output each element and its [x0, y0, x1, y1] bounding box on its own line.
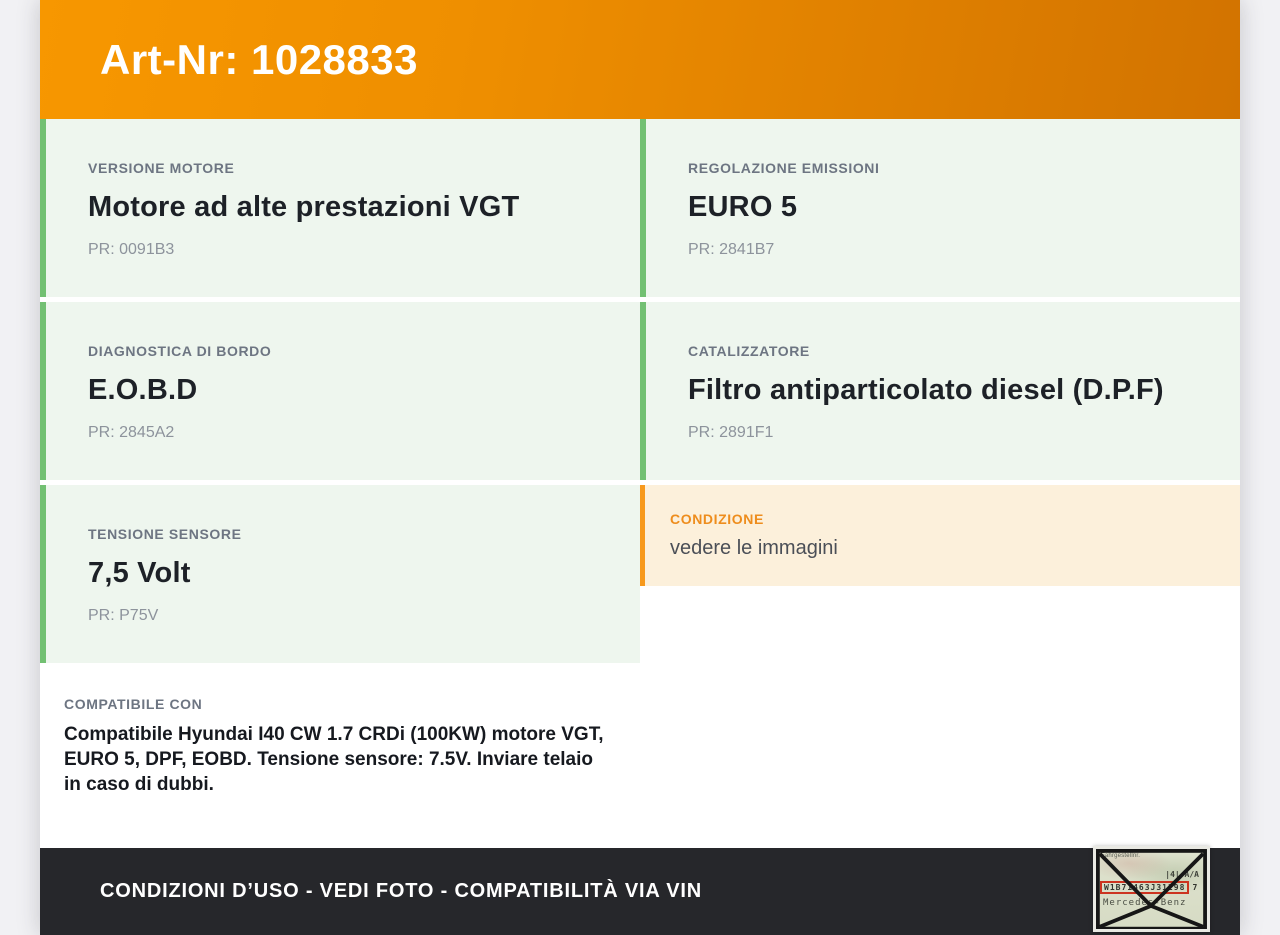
left-column: VERSIONE MOTORE Motore ad alte prestazion… [40, 119, 640, 848]
card-value: 7,5 Volt [88, 557, 191, 589]
document-brand: Mercedes-Benz [1103, 898, 1187, 908]
card-pr-code: PR: 2841B7 [688, 241, 775, 258]
footer-notice: CONDIZIONI D’USO - VEDI FOTO - COMPATIBI… [100, 880, 702, 902]
card-label: REGOLAZIONE EMISSIONI [688, 160, 880, 176]
card-tensione-sensore: TENSIONE SENSORE 7,5 Volt PR: P75V [40, 485, 640, 663]
vin-suffix: 7 [1192, 883, 1198, 892]
card-pr-code: PR: 2845A2 [88, 424, 175, 441]
card-label: VERSIONE MOTORE [88, 160, 235, 176]
registration-thumbnail: Fahrgestellnr. |4| A/A W1B71463J31298 7 … [1093, 846, 1210, 932]
card-value: Compatibile Hyundai I40 CW 1.7 CRDi (100… [64, 724, 604, 795]
card-catalizzatore: CATALIZZATORE Filtro antiparticolato dies… [640, 302, 1240, 480]
card-regolazione-emissioni: REGOLAZIONE EMISSIONI EURO 5 PR: 2841B7 [640, 119, 1240, 297]
card-label: TENSIONE SENSORE [88, 526, 242, 542]
card-condizione: CONDIZIONE vedere le immagini [640, 485, 1240, 586]
spec-columns: VERSIONE MOTORE Motore ad alte prestazion… [40, 119, 1240, 848]
card-value: vedere le immagini [670, 537, 838, 559]
card-pr-code: PR: 2891F1 [688, 424, 774, 441]
document-label: Fahrgestellnr. [1101, 853, 1141, 859]
card-label: COMPATIBILE CON [64, 696, 203, 712]
card-compatibile-con: COMPATIBILE CON Compatibile Hyundai I40 C… [40, 668, 640, 817]
card-value: Motore ad alte prestazioni VGT [88, 191, 520, 223]
envelope-cross-icon [1096, 849, 1207, 929]
listing-page: Art-Nr: 1028833 VERSIONE MOTORE Motore ad… [40, 0, 1240, 935]
right-column: REGOLAZIONE EMISSIONI EURO 5 PR: 2841B7 CAT… [640, 119, 1240, 848]
card-value: E.O.B.D [88, 374, 198, 406]
card-diagnostica-di-bordo: DIAGNOSTICA DI BORDO E.O.B.D PR: 2845A2 [40, 302, 640, 480]
vin-row: W1B71463J31298 7 [1100, 881, 1203, 894]
card-versione-motore: VERSIONE MOTORE Motore ad alte prestazion… [40, 119, 640, 297]
header-banner: Art-Nr: 1028833 [40, 0, 1240, 119]
article-number-title: Art-Nr: 1028833 [100, 35, 418, 83]
card-label: CONDIZIONE [670, 511, 764, 527]
vin-highlight-box: W1B71463J31298 [1100, 881, 1190, 894]
card-value: Filtro antiparticolato diesel (D.P.F) [688, 374, 1164, 406]
card-value: EURO 5 [688, 191, 798, 223]
card-pr-code: PR: P75V [88, 607, 159, 624]
footer-bar: CONDIZIONI D’USO - VEDI FOTO - COMPATIBI… [40, 848, 1240, 935]
card-label: CATALIZZATORE [688, 343, 810, 359]
card-label: DIAGNOSTICA DI BORDO [88, 343, 272, 359]
card-pr-code: PR: 0091B3 [88, 241, 175, 258]
